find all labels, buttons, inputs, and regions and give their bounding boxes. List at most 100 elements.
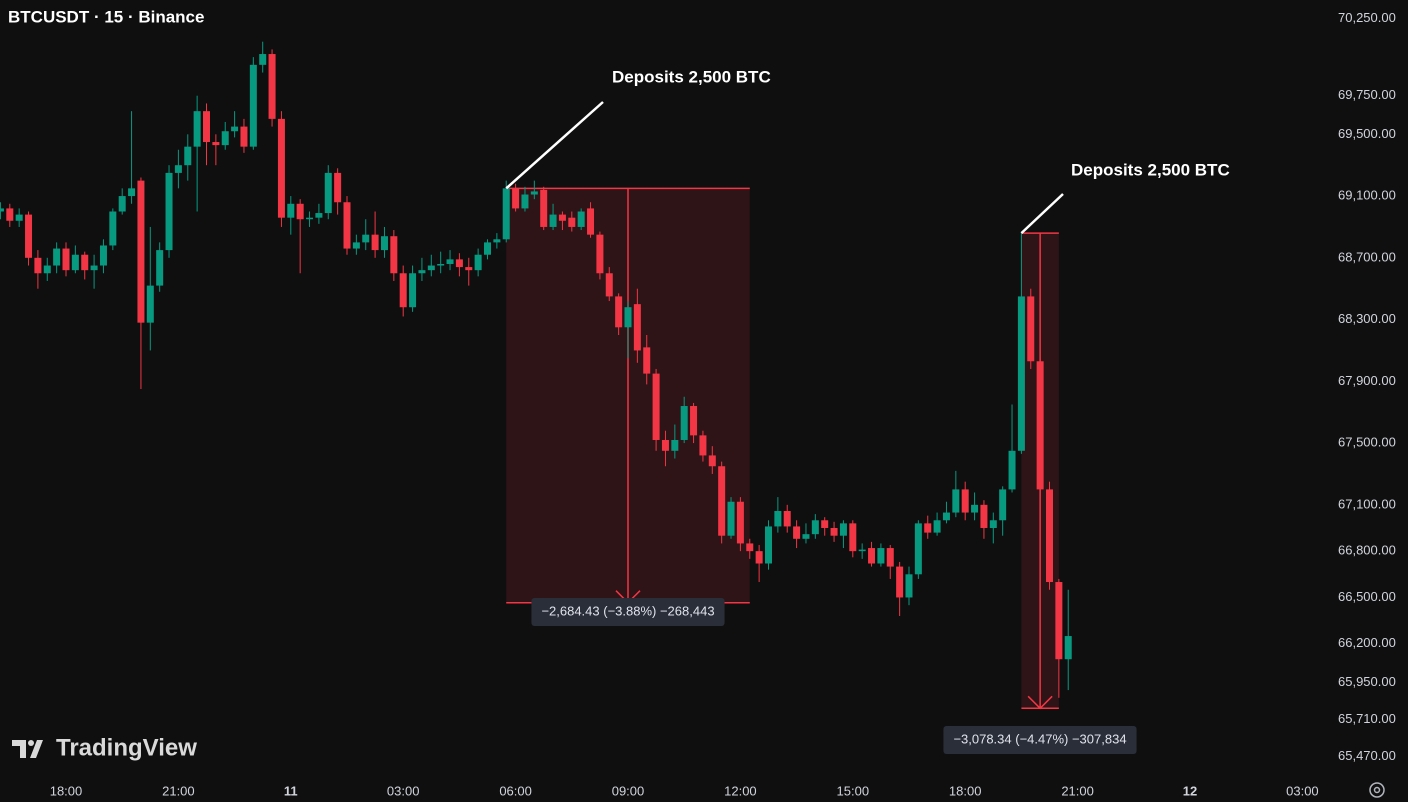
candle-body xyxy=(577,211,585,227)
candle-body xyxy=(942,512,950,521)
y-tick-label: 65,710.00 xyxy=(1338,711,1396,726)
candle-body xyxy=(802,534,810,539)
y-tick-label: 65,950.00 xyxy=(1338,674,1396,689)
candle-body xyxy=(1064,636,1072,660)
candle-body xyxy=(924,523,932,533)
candle-body xyxy=(980,504,988,528)
candle-body xyxy=(334,172,342,203)
measure-label-box xyxy=(943,726,1137,754)
candle-body xyxy=(558,214,566,221)
candle-body xyxy=(1027,296,1035,362)
candle-body xyxy=(914,523,922,575)
candle-body xyxy=(783,511,791,527)
candle-body xyxy=(727,501,735,536)
candle-body xyxy=(661,439,669,451)
candle-body xyxy=(671,439,679,451)
candle-body xyxy=(540,189,548,227)
candle-body xyxy=(231,126,239,132)
candle-body xyxy=(793,526,801,539)
candle-body xyxy=(212,142,220,146)
candle-body xyxy=(933,520,941,533)
candle-body xyxy=(755,551,763,564)
candle-body xyxy=(399,273,407,308)
candle-body xyxy=(849,523,857,552)
candle-body xyxy=(71,254,79,271)
candle-body xyxy=(118,196,126,212)
candle-body xyxy=(989,520,997,528)
candle-body xyxy=(99,245,107,266)
settings-icon[interactable] xyxy=(1369,782,1385,798)
candle-body xyxy=(156,250,164,286)
candle-body xyxy=(961,489,969,513)
candle-body xyxy=(90,265,98,271)
x-tick-label: 03:00 xyxy=(1286,783,1319,798)
candle-body xyxy=(296,203,304,220)
candle-body xyxy=(418,270,426,274)
candle-body xyxy=(174,165,182,173)
y-tick-label: 70,250.00 xyxy=(1338,10,1396,25)
candle-body xyxy=(568,217,576,227)
candle-body xyxy=(971,504,979,513)
candle-body xyxy=(596,234,604,274)
y-tick-label: 68,300.00 xyxy=(1338,311,1396,326)
candle-body xyxy=(512,188,520,209)
candle-body xyxy=(362,234,370,243)
candle-body xyxy=(587,208,595,235)
candle-body xyxy=(240,126,248,147)
candle-body xyxy=(455,259,463,268)
candle-body xyxy=(1055,582,1063,660)
candle-body xyxy=(690,406,698,436)
candle-body xyxy=(259,54,267,65)
candle-body xyxy=(521,194,529,209)
candle-body xyxy=(465,267,473,271)
candle-body xyxy=(427,265,435,271)
x-tick-label: 18:00 xyxy=(949,783,982,798)
x-tick-label: 12:00 xyxy=(724,783,757,798)
callout-text: Deposits 2,500 BTC xyxy=(1071,160,1230,179)
candle-body xyxy=(306,217,314,220)
y-tick-label: 69,750.00 xyxy=(1338,87,1396,102)
plot-area: 70,250.00 69,750.00 69,500.00 69,100.00 68,7… xyxy=(0,10,1396,798)
y-tick-label: 65,470.00 xyxy=(1338,748,1396,763)
candle-body xyxy=(877,548,885,564)
candle-body xyxy=(483,242,491,255)
candle-body xyxy=(615,296,623,328)
candle-body xyxy=(858,549,866,552)
candle-body xyxy=(249,64,257,147)
candle-body xyxy=(165,172,173,251)
settings-gear[interactable] xyxy=(1369,782,1385,798)
y-tick-label: 69,100.00 xyxy=(1338,188,1396,203)
candle-body xyxy=(530,191,538,195)
candle-body xyxy=(53,248,61,266)
settings-hub[interactable] xyxy=(1373,786,1381,794)
candle-body xyxy=(62,248,70,271)
candle-body xyxy=(1046,489,1054,583)
x-tick-label: 21:00 xyxy=(1061,783,1094,798)
candle-body xyxy=(746,543,754,552)
candle-body xyxy=(474,254,482,271)
candle-body xyxy=(380,236,388,251)
candle-body xyxy=(905,574,913,598)
logo-icon xyxy=(12,740,43,758)
candle-body xyxy=(137,180,145,323)
callout-text: Deposits 2,500 BTC xyxy=(612,67,771,86)
candle-body xyxy=(718,466,726,536)
measure-label-box xyxy=(531,598,725,626)
candle-body xyxy=(221,131,229,146)
candle-body xyxy=(43,265,51,274)
y-tick-label: 66,200.00 xyxy=(1338,635,1396,650)
candle-body xyxy=(1036,361,1044,490)
candle-body xyxy=(952,489,960,513)
x-tick-label: 03:00 xyxy=(387,783,420,798)
brand-name: TradingView xyxy=(56,734,197,761)
x-tick-label: 09:00 xyxy=(612,783,645,798)
x-tick-label: 11 xyxy=(284,783,298,798)
x-tick-label: 21:00 xyxy=(162,783,195,798)
candle-body xyxy=(549,214,557,227)
callout-line xyxy=(1020,193,1064,235)
candle-body xyxy=(25,214,33,258)
candle-body xyxy=(736,501,744,544)
candle-body xyxy=(811,520,819,535)
y-tick-label: 67,100.00 xyxy=(1338,496,1396,511)
measure-label: −3,078.34 (−4.47%) −307,834 xyxy=(953,731,1126,746)
